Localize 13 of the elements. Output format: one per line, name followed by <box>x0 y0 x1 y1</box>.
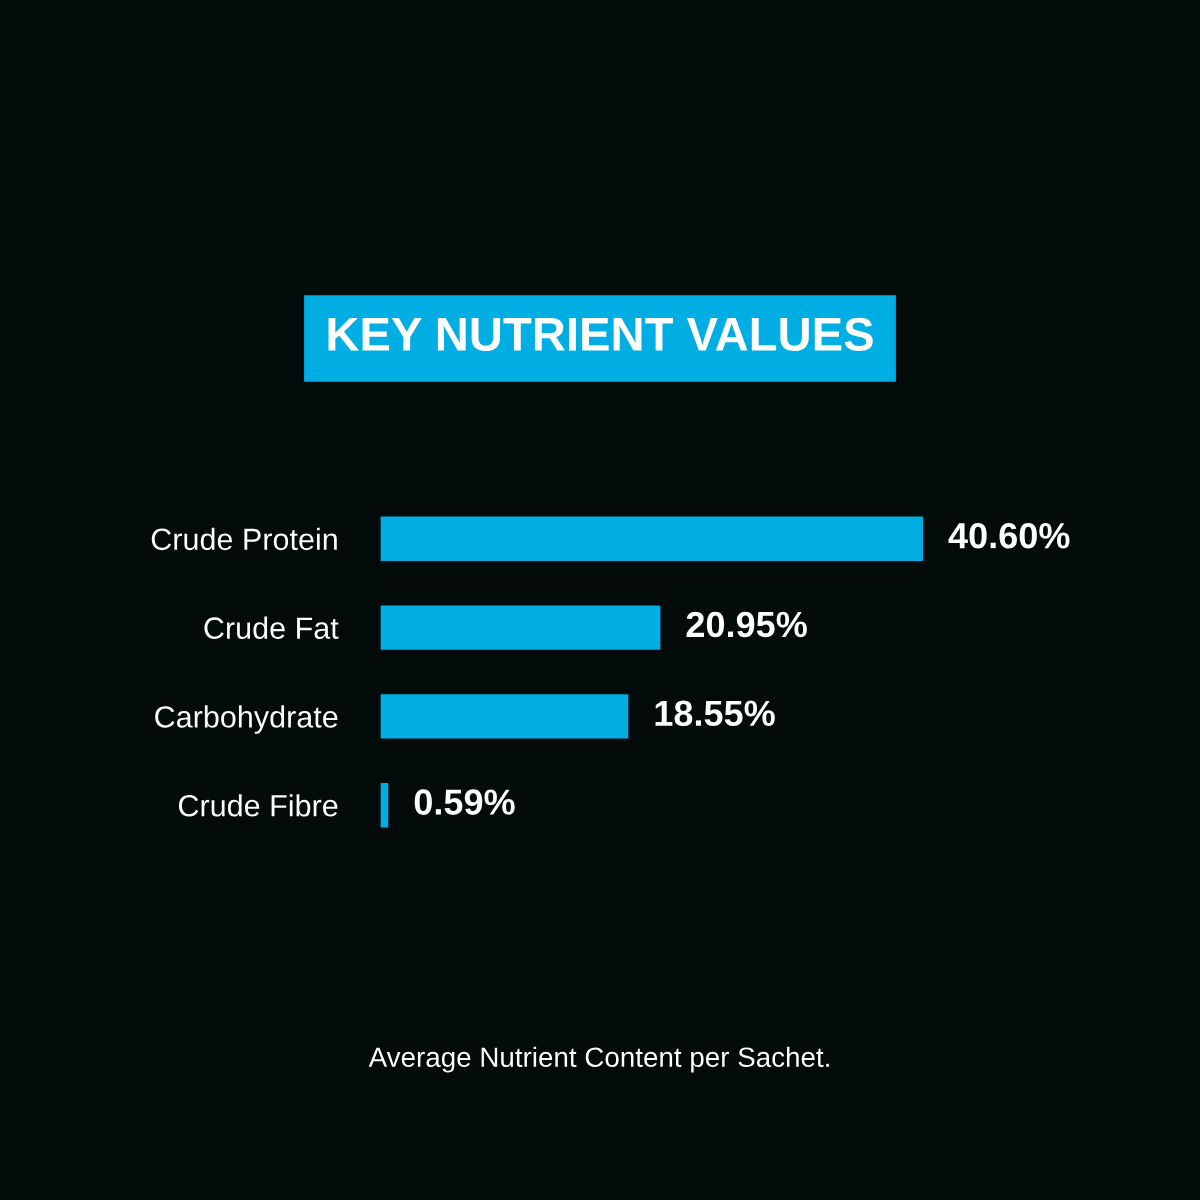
data-label: 20.95% <box>686 611 807 638</box>
chart-title: KEY NUTRIENT VALUES <box>328 317 873 352</box>
bar <box>380 516 923 561</box>
y-tick-label: Carbohydrate <box>155 705 338 734</box>
y-tick-label: Crude Fibre <box>178 794 338 817</box>
data-label: 0.59% <box>414 789 515 815</box>
data-label: 40.60% <box>948 522 1070 549</box>
y-tick-label: Crude Fat <box>204 616 339 639</box>
data-label: 18.55% <box>655 700 775 727</box>
bar <box>380 694 629 739</box>
y-tick-label: Crude Protein <box>151 527 337 551</box>
bar <box>380 605 661 650</box>
text: Average Nutrient Content per Sachet. <box>368 1046 829 1073</box>
